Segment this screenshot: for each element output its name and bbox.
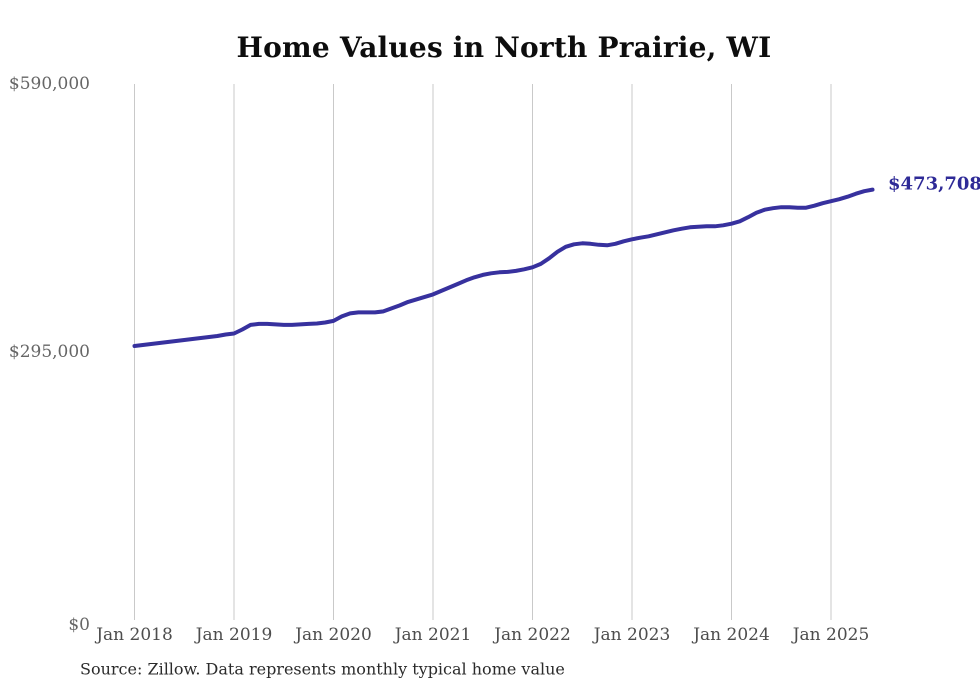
x-tick-label-jan-2022: Jan 2022 <box>494 625 571 645</box>
x-tick-label-jan-2018: Jan 2018 <box>96 625 173 645</box>
x-tick-label-jan-2021: Jan 2021 <box>394 625 472 645</box>
source-note: Source: Zillow. Data represents monthly … <box>80 659 565 679</box>
value-line <box>132 187 875 348</box>
y-tick-label-0: $0 <box>68 615 90 635</box>
x-tick-label-jan-2025: Jan 2025 <box>792 625 870 645</box>
x-tick-label-jan-2020: Jan 2020 <box>295 625 372 645</box>
x-tick-label-jan-2024: Jan 2024 <box>693 625 770 645</box>
chart-title: Home Values in North Prairie, WI <box>236 31 772 64</box>
y-tick-label-590000: $590,000 <box>8 74 90 94</box>
x-tick-label-jan-2023: Jan 2023 <box>593 625 671 645</box>
y-tick-label-295000: $295,000 <box>8 342 90 362</box>
x-tick-label-jan-2019: Jan 2019 <box>195 625 273 645</box>
current-value-label: $473,708 <box>888 173 980 195</box>
gridlines <box>134 84 832 620</box>
